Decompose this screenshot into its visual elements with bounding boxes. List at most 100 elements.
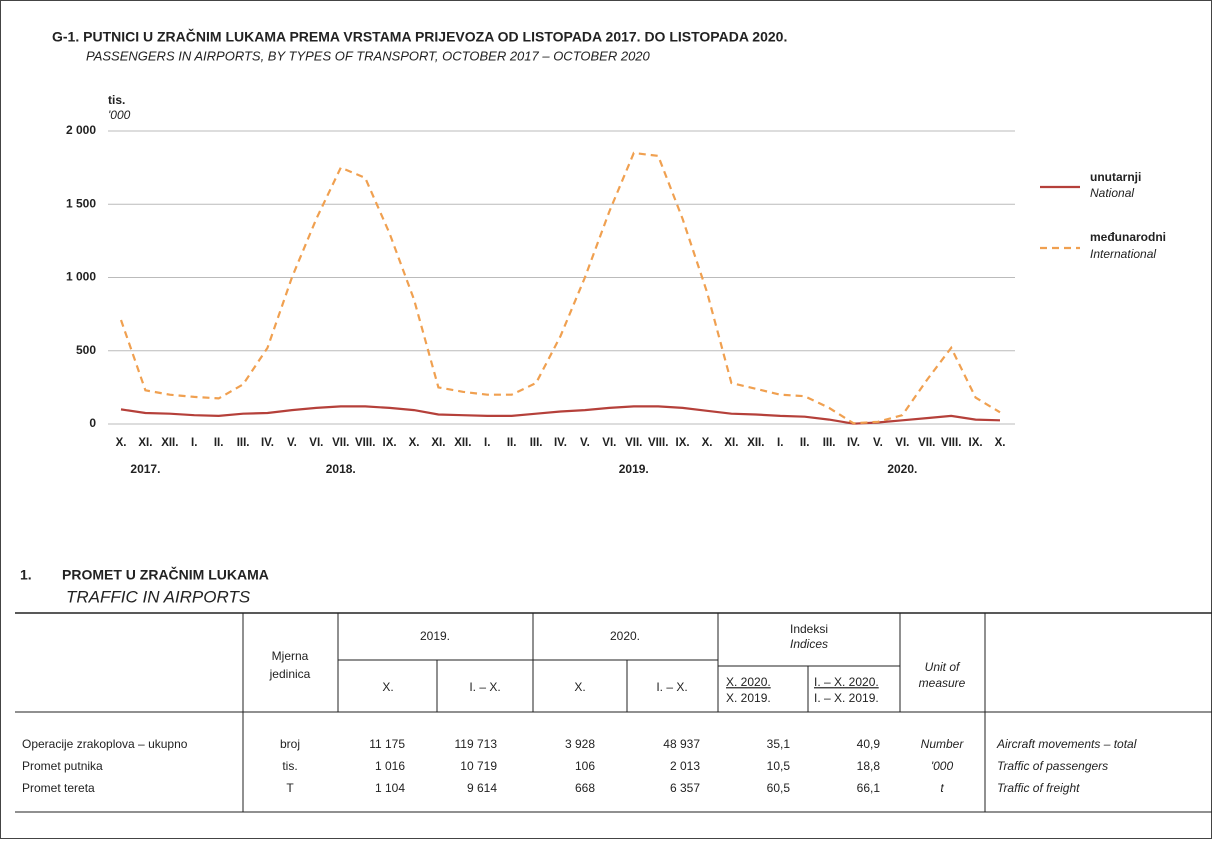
year-label: 2017. — [130, 462, 160, 476]
y-unit-en: '000 — [108, 108, 131, 122]
x-tick-label: VI. — [309, 437, 323, 449]
header: X. 2019. — [726, 691, 771, 705]
x-tick-label: IV. — [847, 437, 860, 449]
table-cell: 10,5 — [767, 759, 791, 773]
table-cell: 11 175 — [369, 737, 405, 751]
y-tick-label: 1 500 — [66, 196, 96, 210]
year-label: 2018. — [326, 462, 356, 476]
year-label: 2020. — [887, 462, 917, 476]
x-tick-label: X. — [116, 437, 127, 449]
section-title-en: TRAFFIC IN AIRPORTS — [66, 587, 251, 606]
table-cell: 3 928 — [565, 737, 595, 751]
header: 2019. — [420, 629, 450, 643]
x-tick-label: VII. — [918, 437, 935, 449]
table-cell: 6 357 — [670, 781, 700, 795]
x-tick-label: XI. — [431, 437, 445, 449]
table-cell: tis. — [282, 759, 297, 773]
x-tick-label: IX. — [383, 437, 397, 449]
header: I. – X. — [656, 680, 687, 694]
legend-label: unutarnji — [1090, 170, 1141, 184]
table-cell: Promet tereta — [22, 781, 95, 795]
x-tick-label: IV. — [554, 437, 567, 449]
y-tick-label: 2 000 — [66, 123, 96, 137]
table-cell: Traffic of passengers — [997, 759, 1108, 773]
table-cell: 1 016 — [375, 759, 405, 773]
chart-subtitle: PASSENGERS IN AIRPORTS, BY TYPES OF TRAN… — [86, 48, 651, 63]
x-tick-label: I. — [191, 437, 197, 449]
table-cell: 40,9 — [857, 737, 881, 751]
table-cell: 2 013 — [670, 759, 700, 773]
table-cell: '000 — [931, 759, 954, 773]
header: Mjerna — [272, 649, 309, 663]
x-tick-label: III. — [823, 437, 836, 449]
x-tick-label: VI. — [895, 437, 909, 449]
table-rules — [15, 612, 1212, 813]
legend-label: National — [1090, 186, 1134, 200]
section-title: PROMET U ZRAČNIM LUKAMA — [62, 566, 269, 583]
table-cell: 119 713 — [455, 737, 498, 751]
header: X. — [382, 680, 393, 694]
x-tick-label: III. — [530, 437, 543, 449]
x-tick-label: VIII. — [355, 437, 375, 449]
x-tick-label: III. — [237, 437, 250, 449]
legend: unutarnji National međunarodni Internati… — [1040, 170, 1166, 261]
y-tick-label: 1 000 — [66, 270, 96, 284]
header: measure — [919, 676, 966, 690]
x-tick-label: I. — [777, 437, 783, 449]
table-cell: t — [940, 781, 944, 795]
x-tick-label: V. — [287, 437, 297, 449]
table-cell: Operacije zrakoplova – ukupno — [22, 737, 188, 751]
x-tick-label: X. — [409, 437, 420, 449]
header: I. – X. 2020. — [814, 675, 879, 689]
header: I. – X. — [469, 680, 500, 694]
x-tick-label: VI. — [602, 437, 616, 449]
table-cell: 106 — [575, 759, 595, 773]
table-cell: 10 719 — [460, 759, 497, 773]
x-tick-label: IV. — [261, 437, 274, 449]
header: 2020. — [610, 629, 640, 643]
header: jedinica — [269, 667, 311, 681]
x-tick-label: XII. — [161, 437, 178, 449]
header: Indices — [790, 637, 828, 651]
x-tick-label: XII. — [747, 437, 764, 449]
table-cell: broj — [280, 737, 300, 751]
x-tick-label: VII. — [625, 437, 642, 449]
y-unit: tis. — [108, 93, 125, 107]
x-tick-label: VII. — [332, 437, 349, 449]
header: Indeksi — [790, 622, 828, 636]
table-cell: 60,5 — [767, 781, 791, 795]
x-tick-label: II. — [800, 437, 810, 449]
table-cell: 9 614 — [467, 781, 497, 795]
table-cell: Promet putnika — [22, 759, 103, 773]
x-tick-label: X. — [702, 437, 713, 449]
x-tick-label: XI. — [724, 437, 738, 449]
table-cell: Number — [921, 737, 965, 751]
legend-label: International — [1090, 247, 1156, 261]
table-cell: 35,1 — [767, 737, 791, 751]
x-tick-label: XII. — [454, 437, 471, 449]
x-tick-label: IX. — [676, 437, 690, 449]
table-cell: Aircraft movements – total — [996, 737, 1137, 751]
x-tick-label: V. — [580, 437, 590, 449]
x-tick-label: VIII. — [648, 437, 668, 449]
legend-label: međunarodni — [1090, 230, 1166, 244]
x-tick-label: X. — [995, 437, 1006, 449]
table-cell: T — [286, 781, 294, 795]
table-cell: 66,1 — [857, 781, 881, 795]
series-line — [119, 151, 1001, 425]
x-tick-label: I. — [484, 437, 490, 449]
table-cell: 1 104 — [375, 781, 405, 795]
table-cell: 48 937 — [663, 737, 700, 751]
y-tick-label: 500 — [76, 343, 96, 357]
x-tick-label: XI. — [138, 437, 152, 449]
x-tick-label: VIII. — [941, 437, 961, 449]
header: Unit of — [925, 660, 961, 674]
section-number: 1. — [20, 567, 32, 583]
x-tick-label: II. — [507, 437, 517, 449]
header: X. — [574, 680, 585, 694]
year-label: 2019. — [619, 462, 649, 476]
table-cell: 668 — [575, 781, 595, 795]
